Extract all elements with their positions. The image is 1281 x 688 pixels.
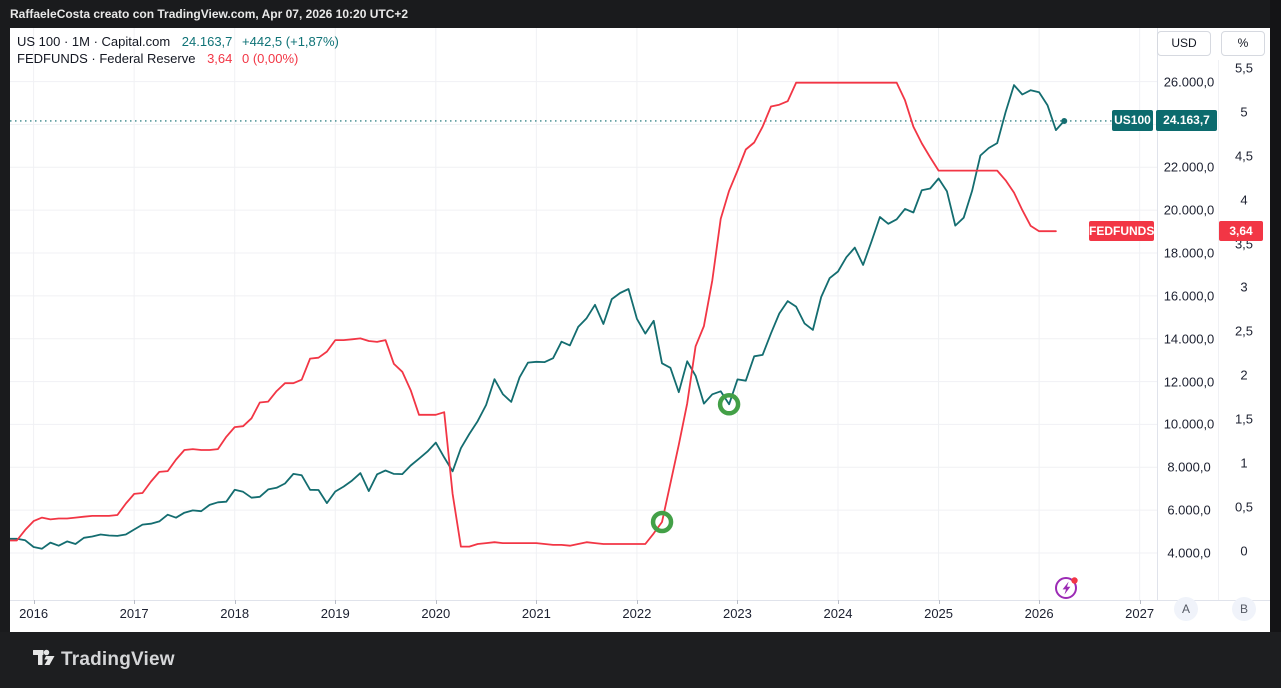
right-edge — [1270, 0, 1281, 688]
year-tick-mark — [838, 600, 839, 604]
year-label: 2027 — [1125, 606, 1155, 621]
year-tick-mark — [234, 600, 236, 604]
event-ring-marker — [717, 393, 741, 416]
button-a[interactable]: A — [1174, 597, 1198, 621]
lightning-icon — [1055, 577, 1078, 599]
percent-scale-button[interactable]: % — [1221, 31, 1265, 56]
fedfunds-line-series[interactable] — [10, 81, 1057, 548]
attribution-bar: RaffaeleCosta creato con TradingView.com… — [0, 0, 1281, 28]
usd-tick-label: 14.000,0 — [1163, 331, 1215, 347]
year-label: 2025 — [924, 606, 954, 621]
lightning-events-button[interactable] — [1053, 574, 1081, 602]
us100-legend-title: US 100 · 1M · Capital.com — [17, 34, 171, 49]
year-label: 2023 — [722, 606, 752, 621]
year-label: 2019 — [320, 606, 350, 621]
fedfunds-legend-change: 0 (0,00%) — [242, 51, 299, 66]
year-tick-mark — [335, 600, 337, 604]
event-ring-marker — [650, 510, 674, 534]
year-label: 2017 — [119, 606, 149, 621]
time-scale-separator — [10, 600, 1270, 601]
price-scale-separator — [1157, 28, 1158, 600]
pct-tick-label: 1 — [1240, 455, 1248, 471]
price-chart-pane[interactable] — [10, 28, 1157, 600]
year-tick-mark — [33, 600, 35, 604]
usd-tick-label: 6.000,0 — [1167, 502, 1211, 518]
year-tick-mark — [1139, 600, 1141, 604]
fedfunds-series-label-badge: FEDFUNDS — [1089, 221, 1154, 242]
year-tick-mark — [435, 600, 437, 604]
usd-tick-label: 26.000,0 — [1163, 74, 1215, 90]
fedfunds-legend-value: 3,64 — [207, 51, 233, 66]
us100-series-label-badge: US100 — [1112, 110, 1153, 132]
legend-row-us100[interactable]: US 100 · 1M · Capital.com 24.163,7 +442,… — [17, 33, 339, 50]
us100-legend-change: +442,5 (+1,87%) — [242, 34, 339, 49]
footer-bar: TradingView — [0, 632, 1281, 688]
pct-tick-label: 4 — [1240, 192, 1248, 208]
usd-scale-button[interactable]: USD — [1157, 31, 1211, 56]
pct-tick-label: 5,5 — [1234, 60, 1254, 76]
usd-tick-label: 22.000,0 — [1163, 159, 1215, 175]
usd-pct-scale-separator — [1218, 60, 1219, 600]
year-label: 2024 — [823, 606, 853, 621]
us100-legend-value: 24.163,7 — [181, 34, 233, 49]
last-point-dot — [1061, 117, 1068, 124]
year-tick-mark — [134, 600, 136, 604]
usd-tick-label: 18.000,0 — [1163, 245, 1215, 261]
year-tick-mark — [536, 600, 538, 604]
pct-tick-label: 4,5 — [1234, 148, 1254, 164]
year-tick-mark — [938, 600, 940, 604]
usd-tick-label: 16.000,0 — [1163, 288, 1215, 304]
usd-tick-label: 20.000,0 — [1163, 202, 1215, 218]
year-tick-mark — [636, 600, 638, 604]
attribution-text: RaffaeleCosta creato con TradingView.com… — [10, 7, 409, 21]
pct-tick-label: 2 — [1240, 367, 1248, 383]
tradingview-brand-text[interactable]: TradingView — [61, 649, 175, 670]
pct-tick-label: 3 — [1240, 279, 1248, 295]
legend-row-fedfunds[interactable]: FEDFUNDS · Federal Reserve 3,64 0 (0,00%… — [17, 50, 339, 67]
year-label: 2018 — [220, 606, 250, 621]
pct-tick-label: 2,5 — [1234, 323, 1254, 339]
fedfunds-legend-title: FEDFUNDS · Federal Reserve — [17, 51, 196, 66]
year-label: 2021 — [521, 606, 551, 621]
year-label: 2016 — [19, 606, 49, 621]
year-tick-mark — [1039, 600, 1041, 604]
usd-tick-label: 10.000,0 — [1163, 416, 1215, 432]
year-label: 2026 — [1024, 606, 1054, 621]
tradingview-logo-icon[interactable] — [33, 648, 55, 672]
usd-tick-label: 12.000,0 — [1163, 374, 1215, 390]
fedfunds-last-price-badge: 3,64 — [1219, 221, 1263, 242]
year-tick-mark — [737, 600, 739, 604]
us100-last-price-badge: 24.163,7 — [1156, 110, 1217, 132]
pct-tick-label: 0,5 — [1234, 499, 1254, 515]
pct-tick-label: 1,5 — [1234, 411, 1254, 427]
us100-line-series[interactable] — [10, 84, 1066, 550]
year-label: 2020 — [421, 606, 451, 621]
year-label: 2022 — [622, 606, 652, 621]
legend: US 100 · 1M · Capital.com 24.163,7 +442,… — [17, 33, 339, 67]
pct-tick-label: 5 — [1240, 104, 1248, 120]
button-b[interactable]: B — [1232, 597, 1256, 621]
usd-tick-label: 8.000,0 — [1167, 459, 1211, 475]
chart-panel — [10, 28, 1270, 632]
pct-tick-label: 0 — [1240, 543, 1248, 559]
usd-tick-label: 4.000,0 — [1167, 545, 1211, 561]
